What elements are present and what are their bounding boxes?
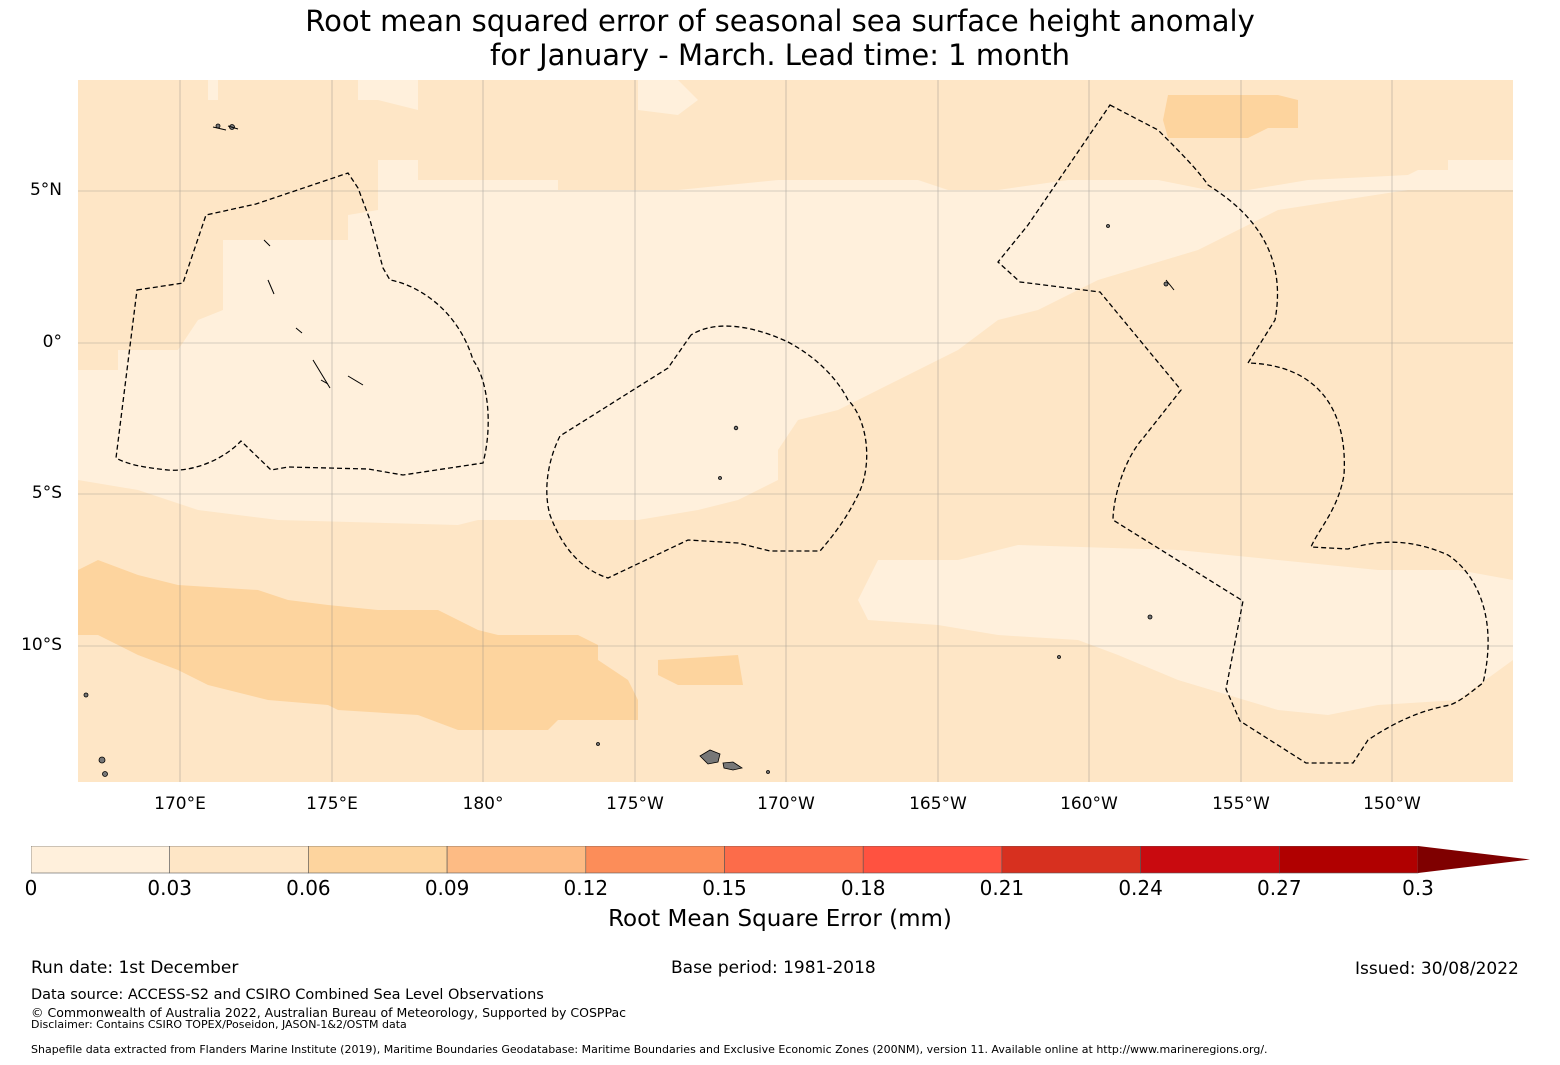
- colorbar-swatch: [862, 846, 1003, 874]
- colorbar-swatch: [1140, 846, 1280, 874]
- colorbar-label: Root Mean Square Error (mm): [608, 906, 952, 932]
- colorbar-swatch: [724, 846, 864, 874]
- colorbar-swatch: [308, 846, 448, 874]
- run-date: Run date: 1st December: [31, 958, 239, 978]
- eez-tokelau: [546, 325, 868, 579]
- colorbar-swatch: [31, 846, 170, 874]
- rmse-map: [78, 80, 1513, 782]
- lon-label-170e: 170°E: [154, 794, 206, 814]
- colorbar-tick-label: 0.06: [286, 876, 331, 900]
- lat-label-0: 0°: [42, 332, 62, 352]
- lon-label-165w: 165°W: [909, 794, 967, 814]
- lat-label-10s: 10°S: [21, 635, 62, 655]
- colorbar-tick-label: 0: [24, 876, 38, 900]
- lat-label-5n: 5°N: [29, 180, 62, 200]
- lon-label-180: 180°: [462, 794, 504, 814]
- data-source: Data source: ACCESS-S2 and CSIRO Combine…: [31, 987, 544, 1003]
- samoa-island-small: [722, 761, 744, 771]
- eez-kiribati-gilbert: [115, 172, 489, 476]
- lon-label-175e: 175°E: [306, 794, 358, 814]
- colorbar-swatch: [585, 846, 725, 874]
- eez-boundaries: [115, 104, 1489, 764]
- colorbar-tick-label: 0.09: [424, 876, 470, 900]
- lon-label-150w: 150°W: [1363, 794, 1421, 814]
- map-title-line1: Root mean squared error of seasonal sea …: [305, 4, 1255, 38]
- lon-label-155w: 155°W: [1212, 794, 1270, 814]
- graticule: [78, 80, 1513, 782]
- colorbar-tick-label: 0.12: [563, 876, 609, 900]
- samoa-island: [699, 749, 721, 765]
- colorbar-tick-label: 0.24: [1118, 876, 1163, 900]
- colorbar-tick-label: 0.3: [1402, 876, 1434, 900]
- rmse-mid-regions: [78, 95, 1298, 730]
- land-islands: [83, 123, 1169, 777]
- issued-date: Issued: 30/08/2022: [1355, 959, 1519, 979]
- base-period: Base period: 1981-2018: [671, 958, 876, 978]
- lon-label-170w: 170°W: [757, 794, 815, 814]
- colorbar-swatch: [446, 846, 587, 874]
- map-title-line2: for January - March. Lead time: 1 month: [490, 38, 1070, 72]
- colorbar-swatch: [1279, 846, 1419, 874]
- colorbar-swatch: [1001, 846, 1141, 874]
- colorbar-tick-label: 0.21: [979, 876, 1025, 900]
- colorbar: [31, 846, 1530, 874]
- colorbar-swatch: [169, 846, 309, 874]
- lat-label-5s: 5°S: [31, 483, 62, 503]
- colorbar-tick-label: 0.18: [840, 876, 886, 900]
- colorbar-tick-label: 0.27: [1257, 876, 1302, 900]
- rmse-low-regions: [78, 80, 1513, 715]
- disclaimer: Disclaimer: Contains CSIRO TOPEX/Poseido…: [31, 1018, 407, 1031]
- copyright: © Commonwealth of Australia 2022, Austra…: [31, 1005, 626, 1020]
- colorbar-swatches: [31, 846, 1530, 874]
- map-panel: [78, 80, 1513, 782]
- atoll-outlines: [212, 125, 1175, 389]
- lon-label-160w: 160°W: [1060, 794, 1118, 814]
- eez-kiribati-line: [997, 104, 1489, 764]
- colorbar-extend-arrow: [1418, 846, 1530, 873]
- lon-label-175w: 175°W: [606, 794, 664, 814]
- shapefile-credit: Shapefile data extracted from Flanders M…: [31, 1043, 1268, 1056]
- colorbar-tick-label: 0.03: [147, 876, 192, 900]
- colorbar-tick-label: 0.15: [702, 876, 747, 900]
